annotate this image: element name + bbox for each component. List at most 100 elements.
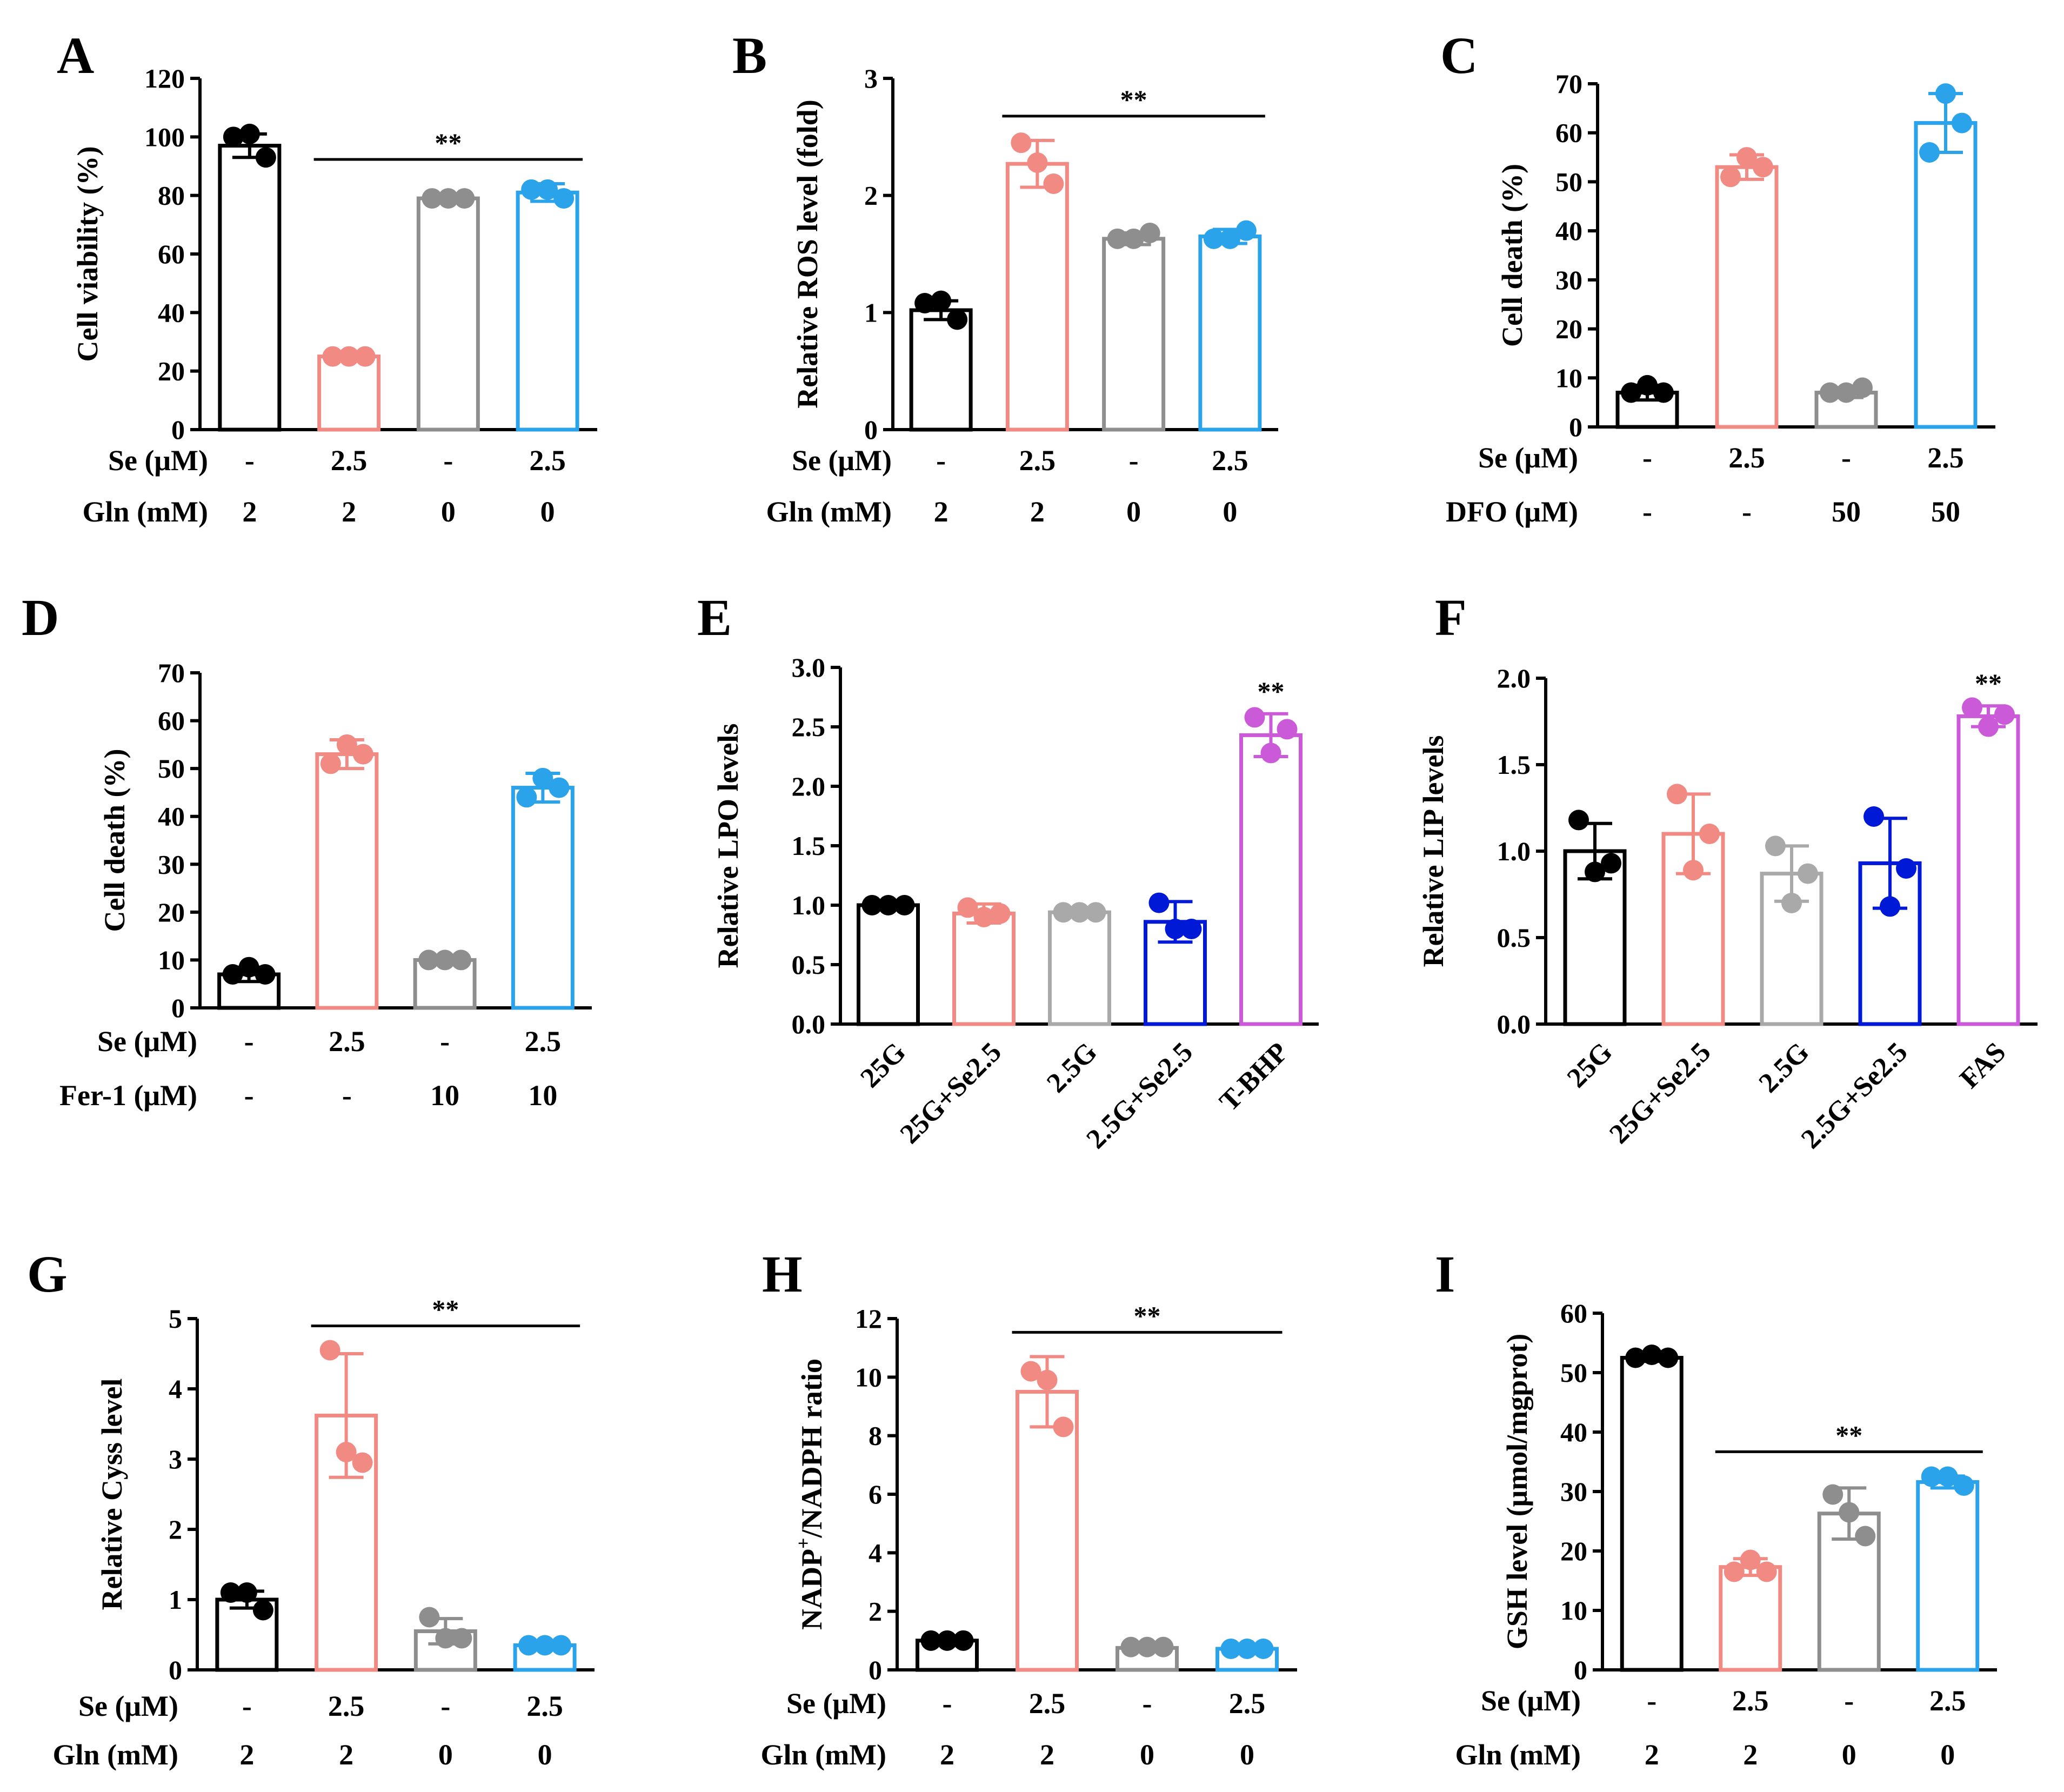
category-label: 25G — [1561, 1037, 1619, 1094]
row-value: - — [1642, 496, 1652, 528]
row-value: 2.5 — [1728, 442, 1765, 474]
data-point — [931, 290, 952, 311]
data-point — [1863, 806, 1884, 827]
data-point — [451, 950, 472, 971]
panel-letter: F — [1435, 589, 1467, 646]
bar — [1102, 237, 1166, 432]
y-tick-label: 30 — [1555, 265, 1582, 295]
y-axis-title: Cell death (%) — [1496, 164, 1528, 347]
row-value: - — [1647, 1684, 1656, 1717]
row-label: Gln (mM) — [83, 496, 208, 528]
data-point — [352, 744, 373, 765]
data-point — [1994, 704, 2015, 725]
row-value: - — [1143, 1687, 1152, 1720]
data-point — [1699, 824, 1720, 844]
bar — [1914, 121, 1978, 429]
y-tick-label: 0 — [171, 414, 185, 445]
data-point — [1667, 784, 1687, 805]
category-label: 25G+Se2.5 — [894, 1037, 1007, 1149]
data-point — [336, 1442, 357, 1462]
data-point — [1153, 1636, 1174, 1657]
data-point — [953, 1630, 974, 1651]
row-value: 2 — [940, 1738, 954, 1771]
data-point — [419, 1607, 440, 1628]
bar — [1956, 714, 2020, 1026]
y-axis-title: Relative LIP levels — [1417, 735, 1450, 967]
data-point — [914, 293, 936, 313]
data-point — [1277, 719, 1298, 740]
y-axis-title: Relative ROS level (fold) — [791, 99, 824, 408]
y-tick-label: 2.5 — [792, 712, 826, 742]
y-tick-label: 60 — [158, 239, 185, 269]
y-tick-label: 2 — [869, 1596, 882, 1627]
row-value: 2.5 — [526, 1690, 563, 1722]
panel-G: G 0 1 2 3 4 5 Relative Cyss level ** Se (μM) - 2.5 -… — [27, 1245, 595, 1771]
row-label: Se (μM) — [792, 444, 892, 477]
bar — [516, 190, 579, 432]
row-value: 2.5 — [1927, 442, 1964, 474]
data-point — [222, 964, 243, 985]
row-value: - — [242, 1690, 252, 1722]
data-point — [422, 188, 443, 209]
row-value: - — [443, 444, 453, 477]
data-point — [973, 907, 994, 927]
bar — [952, 911, 1016, 1026]
data-point — [320, 753, 341, 774]
panel-E: E 0.0 0.5 1.0 1.5 2.0 2.5 3.0 Relative LPO level… — [697, 589, 1319, 1155]
data-point — [1165, 919, 1186, 939]
data-point — [1219, 228, 1240, 249]
y-tick-label: 12 — [855, 1303, 882, 1334]
y-tick-label: 50 — [1555, 166, 1582, 197]
row-value: 2.5 — [525, 1025, 562, 1058]
y-tick-label: 5 — [169, 1303, 182, 1334]
significance-label: ** — [1120, 84, 1147, 115]
row-value: 2 — [1743, 1738, 1758, 1771]
y-axis-title-sup: + — [792, 1537, 814, 1549]
row-label: Se (μM) — [78, 1690, 178, 1722]
data-point — [537, 179, 558, 200]
panel-H: H 0 2 4 6 8 10 12 NADP+/NADPH ratio ** Se (μM) - 2.5… — [761, 1245, 1297, 1771]
y-tick-label: 8 — [869, 1421, 882, 1451]
category-label: FAS — [1954, 1037, 2012, 1094]
category-label: 2.5G+Se2.5 — [1795, 1037, 1914, 1155]
y-tick-label: 0 — [1574, 1655, 1587, 1685]
data-point — [1935, 83, 1956, 104]
bar — [1715, 165, 1779, 429]
data-point — [551, 1635, 572, 1656]
y-axis-title: Relative LPO levels — [712, 724, 744, 968]
panel-letter: A — [57, 26, 94, 84]
category-label: 2.5G — [1753, 1037, 1815, 1099]
panel-C: C 0 10 20 30 40 50 60 70 Cell death (%) Se (μM) - 2.… — [1440, 26, 1995, 528]
y-tick-label: 50 — [158, 753, 185, 784]
y-tick-label: 0 — [1569, 412, 1582, 442]
row-value: - — [1129, 444, 1139, 477]
data-point — [1637, 375, 1658, 396]
data-point — [1921, 1466, 1942, 1487]
panel-letter: B — [732, 26, 767, 84]
row-value: 0 — [1240, 1738, 1254, 1771]
row-value: 0 — [1842, 1738, 1856, 1771]
y-tick-label: 80 — [158, 180, 185, 211]
row-value: 0 — [1940, 1738, 1955, 1771]
y-tick-label: 30 — [1560, 1476, 1587, 1507]
row-value: 2.5 — [1019, 444, 1056, 477]
data-point — [1798, 863, 1818, 884]
bar — [1916, 1480, 1980, 1672]
data-point — [418, 950, 439, 971]
row-value: - — [1841, 442, 1851, 474]
bar — [317, 355, 381, 432]
data-point — [947, 309, 968, 330]
row-value: 2 — [339, 1738, 353, 1771]
data-point — [894, 895, 915, 915]
y-tick-label: 0 — [864, 414, 878, 445]
category-label: 25G — [854, 1037, 912, 1094]
data-point — [1855, 1526, 1876, 1547]
bar — [1005, 162, 1069, 432]
y-tick-label: 3.0 — [792, 652, 826, 683]
row-value: 0 — [540, 496, 555, 528]
y-tick-label: 1.5 — [1497, 750, 1531, 780]
row-label: Se (μM) — [97, 1025, 197, 1058]
row-value: 2.5 — [328, 1690, 365, 1722]
data-point — [1625, 1347, 1646, 1368]
row-value: 2 — [239, 1738, 254, 1771]
